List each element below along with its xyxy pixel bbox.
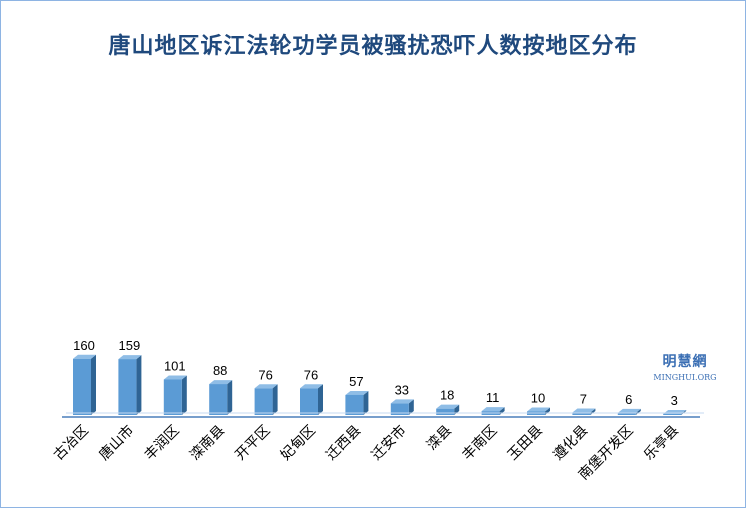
bar-top bbox=[345, 390, 369, 395]
bar-value-label: 10 bbox=[531, 390, 545, 405]
bar-value-label: 76 bbox=[258, 367, 272, 382]
bar-top bbox=[527, 407, 550, 412]
category-tick-label: 古冶区 bbox=[51, 423, 92, 464]
bar bbox=[209, 380, 233, 415]
bar bbox=[390, 399, 414, 415]
bar-front bbox=[663, 413, 682, 415]
bar-value-label: 57 bbox=[349, 374, 363, 389]
minghui-watermark: 明慧網 MINGHUI.ORG bbox=[650, 351, 720, 382]
bar bbox=[436, 404, 460, 415]
bar bbox=[300, 384, 323, 415]
bar-side bbox=[181, 375, 187, 415]
bar-front bbox=[300, 388, 318, 415]
bar bbox=[73, 354, 96, 415]
bar-value-label: 76 bbox=[304, 367, 318, 382]
category-tick-label: 迁安市 bbox=[368, 422, 410, 464]
bar bbox=[617, 408, 641, 415]
bar-front bbox=[163, 379, 182, 415]
category-tick-label: 玉田县 bbox=[505, 423, 546, 464]
bar-side bbox=[227, 380, 233, 415]
bar bbox=[663, 409, 687, 415]
category-tick-label: 丰南区 bbox=[459, 423, 500, 464]
bar bbox=[254, 384, 278, 415]
bar bbox=[345, 390, 369, 415]
bar-value-label: 33 bbox=[395, 382, 409, 397]
bar-front bbox=[436, 408, 455, 415]
bar-top bbox=[436, 404, 460, 409]
bar-side bbox=[91, 354, 96, 415]
bar-value-label: 11 bbox=[486, 390, 500, 405]
bar-top bbox=[163, 375, 187, 380]
bar-top bbox=[73, 354, 96, 359]
category-tick-label: 唐山市 bbox=[96, 422, 138, 464]
bar-front bbox=[572, 412, 591, 415]
watermark-chinese: 明慧網 bbox=[662, 354, 708, 370]
bar-side bbox=[363, 390, 369, 415]
bar-value-label: 18 bbox=[440, 388, 454, 403]
category-tick-label: 迁西县 bbox=[323, 423, 364, 464]
chart-title: 唐山地区诉江法轮功学员被骚扰恐吓人数按地区分布 bbox=[108, 34, 638, 59]
bar-side bbox=[272, 384, 278, 415]
bar-value-label: 159 bbox=[119, 338, 141, 353]
bar-front bbox=[73, 358, 91, 415]
bar-value-label: 88 bbox=[213, 363, 227, 378]
category-tick-label: 滦县 bbox=[424, 423, 455, 454]
category-tick-label: 乐亭县 bbox=[640, 422, 682, 464]
bar-side bbox=[681, 409, 687, 415]
category-tick-label: 丰润区 bbox=[142, 423, 183, 464]
category-tick-label: 开平区 bbox=[232, 423, 273, 464]
watermark-english: MINGHUI.ORG bbox=[653, 373, 717, 382]
bar-side bbox=[136, 355, 142, 415]
bar-top bbox=[572, 408, 596, 413]
bar-top bbox=[118, 355, 142, 360]
bar-top bbox=[617, 408, 641, 413]
bar-top bbox=[209, 380, 233, 385]
category-tick-label: 遵化县 bbox=[550, 422, 592, 464]
bar-value-label: 7 bbox=[580, 392, 587, 407]
bar-top bbox=[481, 407, 505, 412]
bar-front bbox=[118, 359, 137, 415]
bar-front bbox=[345, 394, 364, 415]
bar-side bbox=[454, 404, 460, 415]
category-tick-label: 妃甸区 bbox=[278, 423, 319, 464]
bar-value-label: 6 bbox=[625, 392, 632, 407]
bar-front bbox=[209, 384, 228, 415]
bar-top bbox=[300, 384, 323, 389]
bar bbox=[572, 408, 596, 415]
bar-side bbox=[318, 384, 323, 415]
bar-front bbox=[390, 403, 409, 415]
bar-side bbox=[408, 399, 414, 415]
bar bbox=[118, 355, 142, 415]
bar-top bbox=[390, 399, 414, 404]
bar-top bbox=[254, 384, 278, 389]
bar-front bbox=[617, 412, 636, 415]
bar-value-label: 3 bbox=[671, 393, 678, 408]
bar bbox=[527, 407, 550, 415]
bar-front bbox=[254, 388, 273, 415]
bar bbox=[481, 407, 505, 415]
category-tick-label: 滦南县 bbox=[187, 423, 228, 464]
bar bbox=[163, 375, 187, 415]
bar-value-label: 101 bbox=[164, 358, 186, 373]
bar-value-label: 160 bbox=[73, 338, 95, 353]
